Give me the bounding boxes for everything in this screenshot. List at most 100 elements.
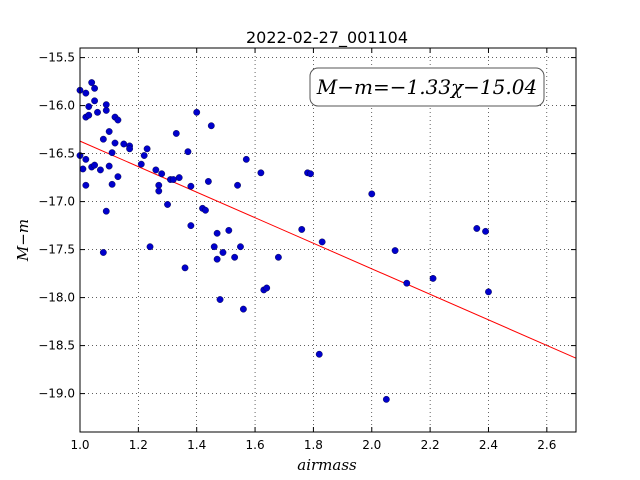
data-point <box>307 170 314 178</box>
data-point <box>216 296 224 303</box>
y-tick-label: −18.5 <box>38 339 75 353</box>
data-point <box>114 173 122 181</box>
data-point <box>158 170 166 178</box>
data-point <box>108 180 116 188</box>
y-tick-label: −17.0 <box>38 195 75 209</box>
data-point <box>91 97 98 105</box>
data-point <box>88 79 96 86</box>
fit-line <box>79 140 577 359</box>
x-axis-label: airmass <box>297 456 357 474</box>
data-point <box>169 176 177 183</box>
x-tick-label: 2.0 <box>362 438 381 452</box>
data-point <box>79 165 87 173</box>
data-point <box>193 108 201 116</box>
data-point <box>242 155 250 163</box>
axis-ticks <box>79 48 576 432</box>
data-point <box>82 155 90 163</box>
y-tick-label: −16.5 <box>38 147 75 161</box>
data-point <box>111 139 119 147</box>
data-point <box>164 201 171 208</box>
x-tick-label: 1.2 <box>129 438 148 452</box>
data-point <box>429 274 437 282</box>
x-tick-label: 1.8 <box>304 438 323 452</box>
plot-frame <box>79 47 577 433</box>
x-tick-label: 1.0 <box>70 438 89 452</box>
data-point <box>234 181 241 189</box>
data-point <box>482 227 489 235</box>
x-tick-labels: 1.0 1.2 1.4 1.6 1.8 2.0 2.2 2.4 2.6 <box>70 438 556 452</box>
data-point <box>114 116 122 124</box>
data-point <box>94 108 101 116</box>
data-point <box>213 255 221 263</box>
data-point <box>97 166 104 174</box>
data-point <box>473 225 481 232</box>
data-point <box>239 305 247 313</box>
data-point <box>155 187 163 195</box>
data-point <box>225 226 233 234</box>
data-point <box>391 247 399 254</box>
data-point <box>184 148 192 156</box>
data-point <box>207 122 215 130</box>
x-tick-label: 2.6 <box>537 438 556 452</box>
data-point <box>105 162 113 170</box>
equation-annotation: M−m=−1.33χ−15.04 <box>309 67 545 107</box>
data-point <box>140 152 148 159</box>
data-point <box>85 111 93 119</box>
data-point <box>175 174 183 182</box>
data-point <box>210 243 218 251</box>
data-point <box>202 206 209 214</box>
data-point <box>102 101 110 109</box>
data-point <box>237 243 244 251</box>
data-point <box>120 140 128 148</box>
y-tick-label: −16.0 <box>38 99 75 113</box>
data-point <box>181 264 189 272</box>
data-point <box>368 190 376 198</box>
data-point <box>108 149 116 157</box>
x-tick-label: 2.2 <box>421 438 440 452</box>
data-point <box>257 169 265 177</box>
data-point <box>155 181 163 189</box>
x-tick-label: 2.4 <box>479 438 498 452</box>
data-point <box>172 130 180 137</box>
y-tick-labels: −15.5 −16.0 −16.5 −17.0 −17.5 −18.0 −18.5 −19.0 <box>38 51 75 401</box>
data-point <box>298 226 306 233</box>
data-point <box>99 135 107 143</box>
chart-title: 2022-02-27_001104 <box>246 28 408 48</box>
data-point <box>82 89 90 97</box>
data-point <box>126 145 134 153</box>
data-point <box>99 249 107 256</box>
data-point <box>213 229 221 237</box>
data-point <box>91 84 98 92</box>
data-point <box>485 288 492 296</box>
data-point <box>102 107 110 114</box>
data-point <box>187 222 195 230</box>
data-point <box>105 128 113 135</box>
x-tick-label: 1.4 <box>187 438 206 452</box>
data-point <box>219 249 227 256</box>
y-tick-label: −15.5 <box>38 51 75 65</box>
y-tick-label: −18.0 <box>38 291 75 305</box>
data-point <box>146 243 154 251</box>
equation-box <box>309 67 545 107</box>
data-point <box>274 253 282 261</box>
data-point <box>152 166 160 174</box>
data-point <box>315 350 323 358</box>
data-points <box>76 79 492 403</box>
data-point <box>403 279 411 287</box>
data-point <box>318 238 326 246</box>
data-point <box>137 160 145 168</box>
data-point <box>85 103 93 110</box>
data-point <box>187 182 195 190</box>
data-point <box>263 284 271 292</box>
data-point <box>91 161 98 169</box>
y-tick-label: −19.0 <box>38 387 75 401</box>
data-point <box>231 253 239 261</box>
data-point <box>143 145 151 153</box>
data-point <box>82 181 90 189</box>
equation-text: M−m=−1.33χ−15.04 <box>316 75 537 99</box>
x-tick-label: 1.6 <box>246 438 265 452</box>
data-point <box>102 207 110 215</box>
data-point <box>382 395 390 403</box>
regression-line <box>79 140 577 359</box>
